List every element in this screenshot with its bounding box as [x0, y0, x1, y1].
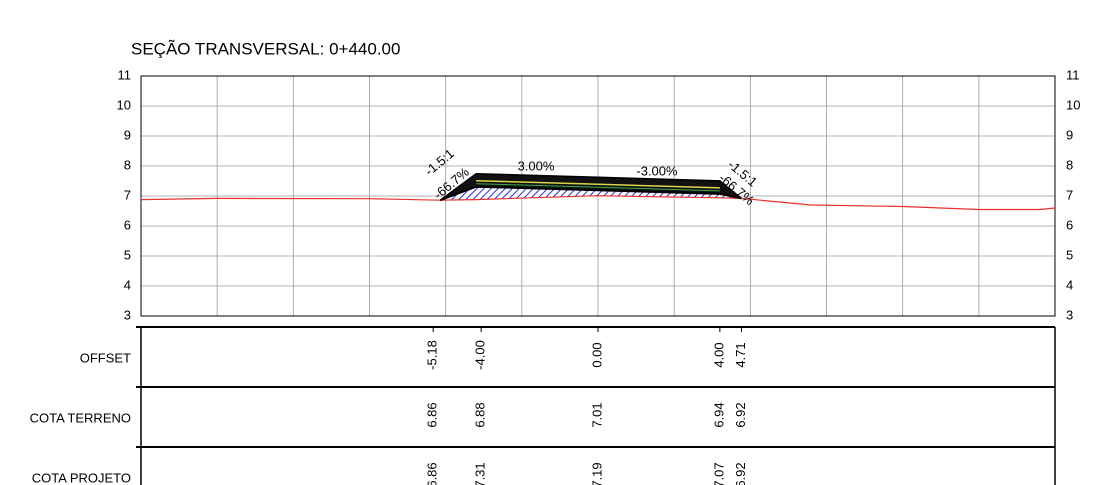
y2-tick-label: 11	[1066, 67, 1080, 82]
y2-tick-label: 5	[1066, 247, 1073, 262]
cell-value: -5.18	[425, 340, 440, 370]
y-tick-label: 6	[124, 217, 131, 232]
y-tick-label: 5	[124, 247, 131, 262]
pavement-layer	[476, 179, 720, 189]
cell-value: -4.00	[473, 340, 488, 370]
cell-value: 4.71	[733, 342, 748, 367]
cell-value: 4.00	[711, 342, 726, 367]
cell-value: 0.00	[589, 342, 604, 367]
y2-tick-label: 8	[1066, 157, 1073, 172]
cell-value: 7.01	[589, 402, 604, 427]
cell-value: 6.94	[711, 402, 726, 427]
row-label: COTA TERRENO	[30, 410, 131, 425]
y2-tick-label: 10	[1066, 97, 1080, 112]
cell-value: 6.88	[473, 402, 488, 427]
cell-value: 6.92	[733, 402, 748, 427]
y2-tick-label: 9	[1066, 127, 1073, 142]
y2-tick-label: 3	[1066, 307, 1073, 322]
y-tick-label: 9	[124, 127, 131, 142]
y-tick-label: 7	[124, 187, 131, 202]
y2-tick-label: 7	[1066, 187, 1073, 202]
y-tick-label: 11	[118, 67, 132, 82]
series-line	[140, 195, 1056, 211]
cell-value: 7.19	[589, 462, 604, 485]
plot-frame	[140, 75, 1056, 317]
chart-title: SEÇÃO TRANSVERSAL: 0+440.00	[131, 39, 400, 58]
y2-tick-label: 4	[1066, 277, 1073, 292]
cell-value: 6.86	[425, 402, 440, 427]
y-tick-label: 10	[117, 97, 131, 112]
series-line	[439, 185, 742, 202]
cell-value: 6.86	[425, 462, 440, 485]
y-tick-label: 3	[124, 307, 131, 322]
cell-value: 6.92	[733, 462, 748, 485]
y-tick-label: 8	[124, 157, 131, 172]
annotation: -3.00%	[636, 163, 678, 178]
row-label: COTA PROJETO	[32, 470, 131, 485]
pavement-layer	[476, 183, 720, 192]
y2-tick-label: 6	[1066, 217, 1073, 232]
row-label: OFFSET	[80, 350, 131, 365]
cell-value: 7.31	[473, 462, 488, 485]
y-tick-label: 4	[124, 277, 131, 292]
annotation: 3.00%	[518, 158, 555, 173]
cell-value: 7.07	[711, 462, 726, 485]
